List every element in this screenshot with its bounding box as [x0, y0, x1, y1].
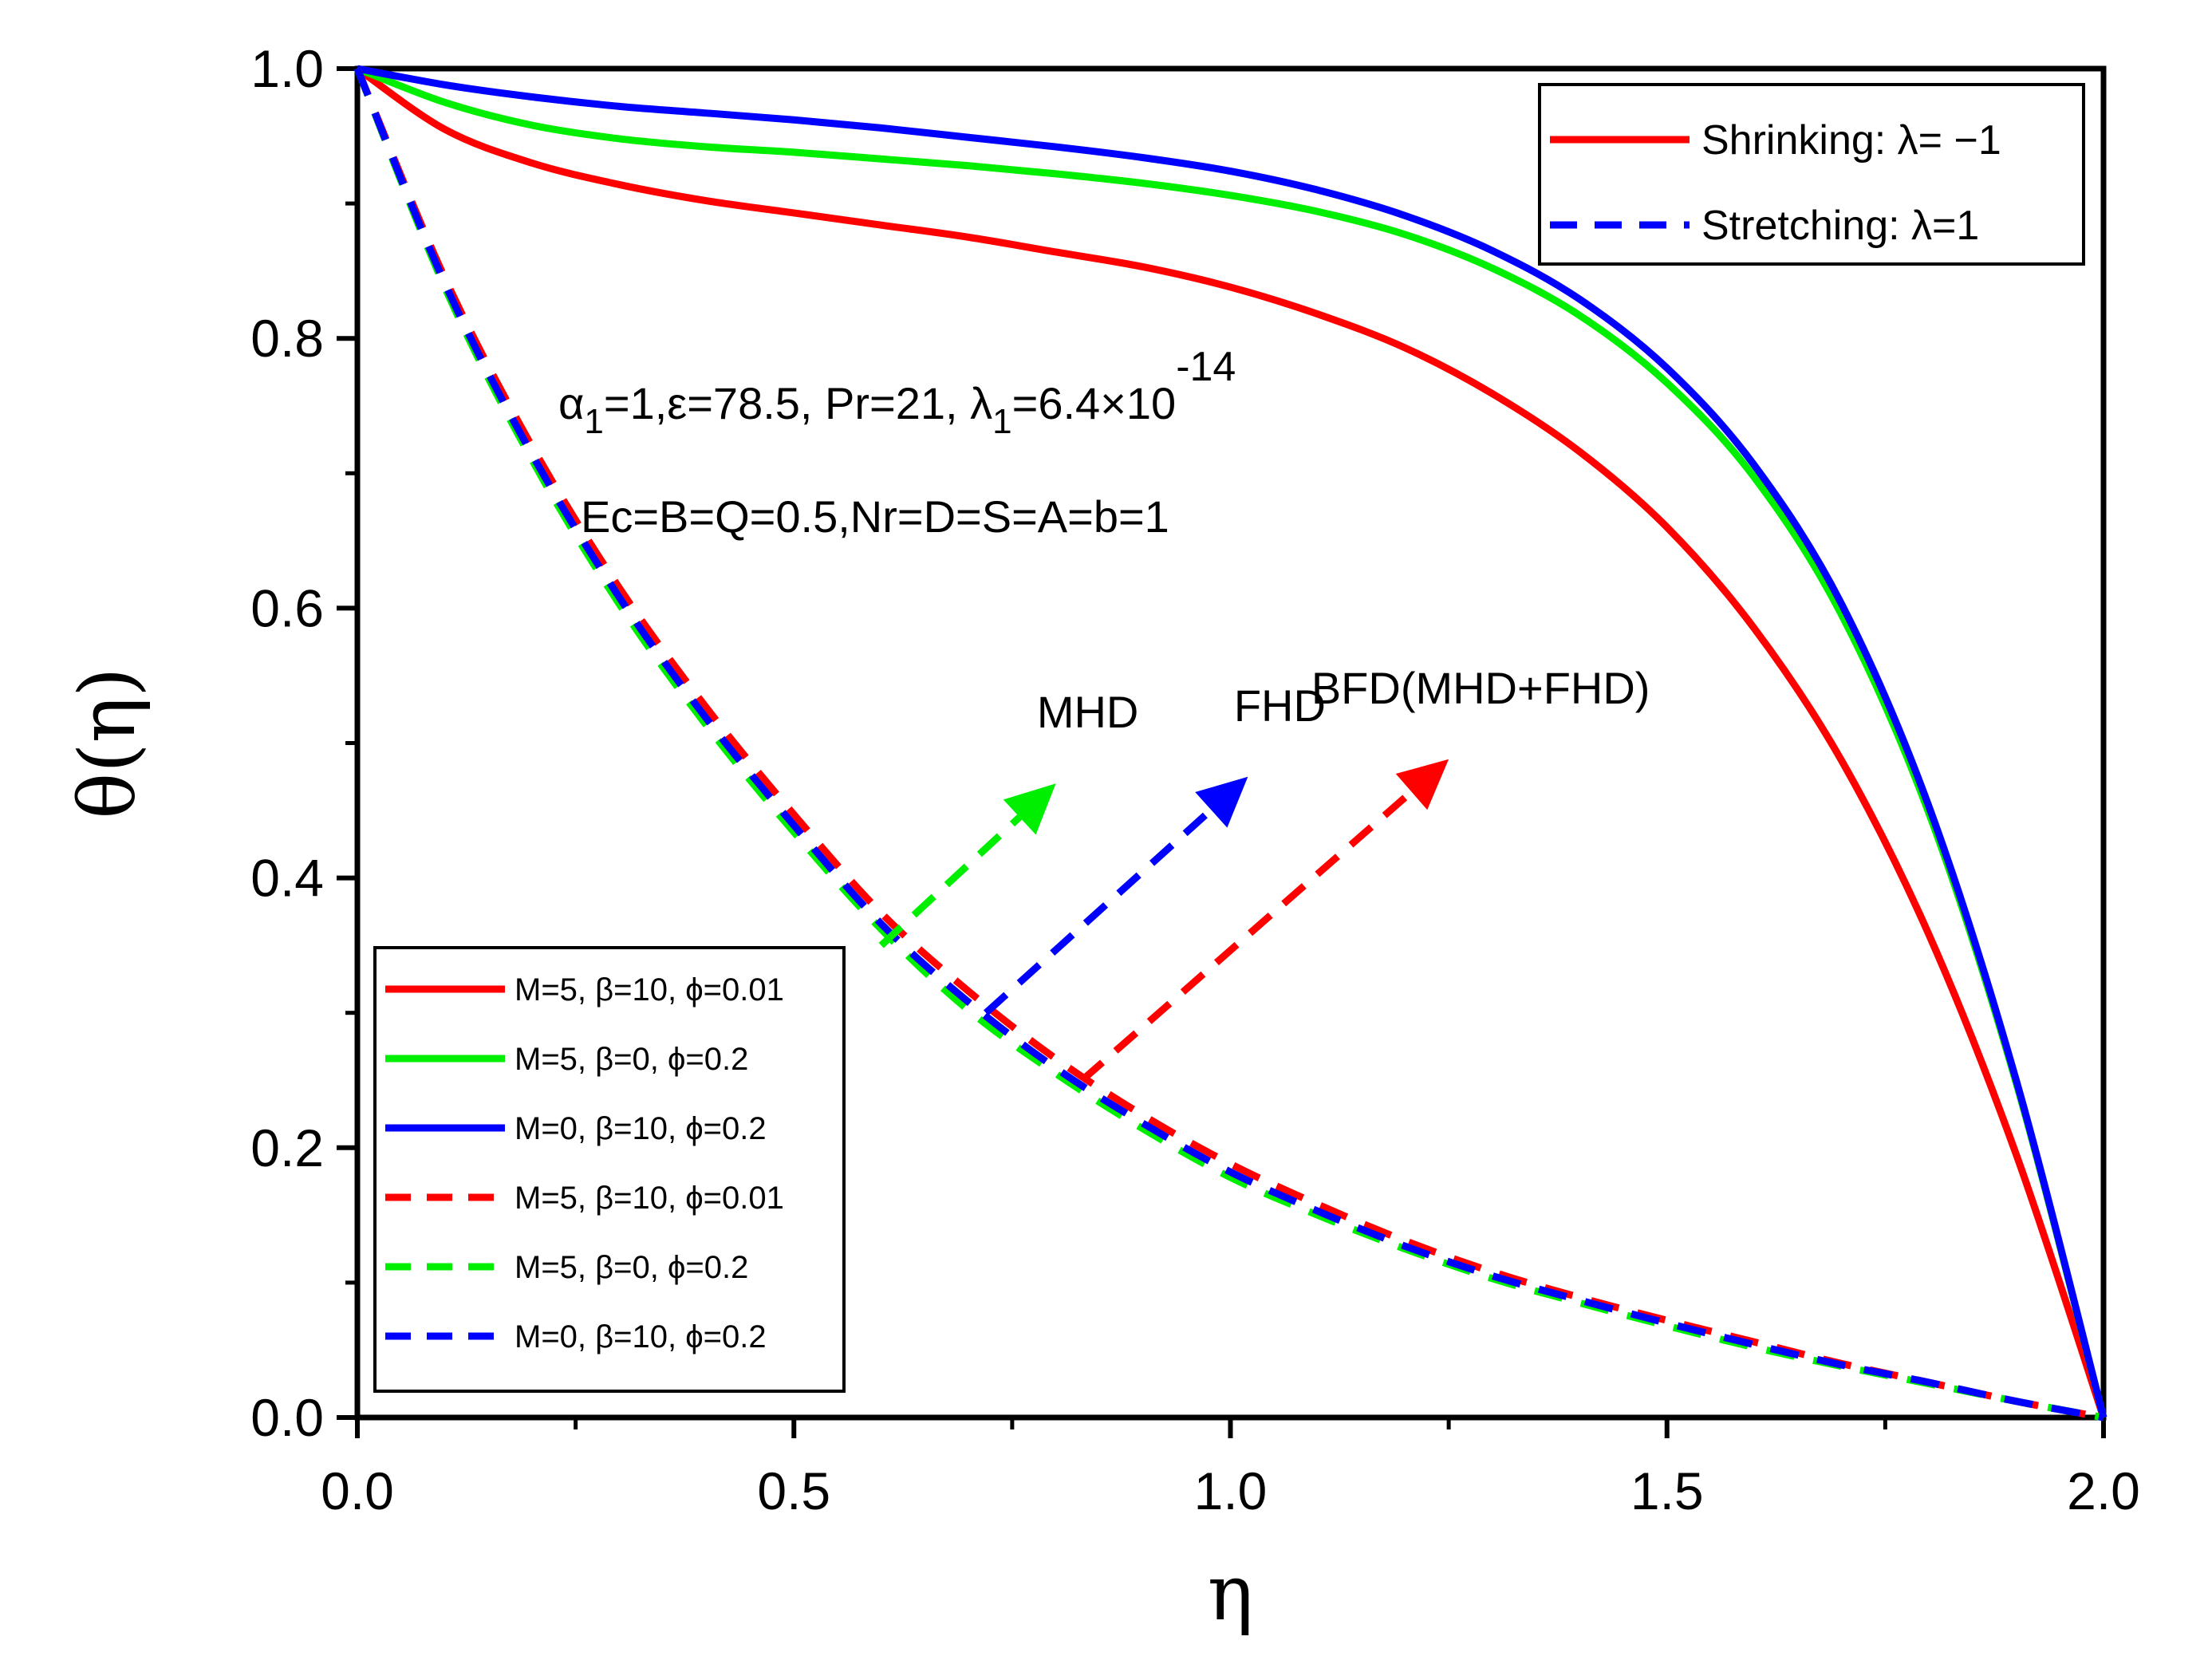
arrow-head-1 [1003, 783, 1056, 835]
series-line-stretching-6 [353, 67, 2104, 1421]
arrow-head-3 [1395, 759, 1449, 810]
series-line-shrinking-1 [355, 65, 2108, 1419]
legend-top-right: Shrinking: λ= −1 Stretching: λ=1 [1538, 83, 2085, 266]
legend-bottom-left-label-5: M=5, β=0, ϕ=0.2 [515, 1250, 748, 1285]
y-tick-label: 0.6 [250, 578, 324, 637]
alpha-subscript: 1 [584, 402, 603, 441]
arrow-shaft-2 [984, 806, 1214, 1016]
y-tick-label: 0.8 [250, 309, 324, 368]
legend-bottom-left-label-2: M=5, β=0, ϕ=0.2 [515, 1042, 748, 1077]
legend-bottom-left-label-4: M=5, β=10, ϕ=0.01 [515, 1181, 784, 1216]
legend-bottom-left-label-1: M=5, β=10, ϕ=0.01 [515, 972, 784, 1007]
params-line-1: α1=1,ε=78.5, Pr=21, λ1=6.4×10-14 [558, 344, 1236, 441]
legend-top-right-box [1538, 83, 2085, 266]
arrow-label-1: MHD [1037, 687, 1139, 737]
parameter-annotations: α1=1,ε=78.5, Pr=21, λ1=6.4×10-14 Ec=B=Q=… [558, 344, 1236, 542]
params-exponent: -14 [1176, 344, 1236, 390]
legend-bottom-left-box [373, 946, 846, 1393]
arrow-shaft-1 [878, 814, 1023, 948]
params-part-1: =1,ε=78.5, Pr=21, λ [604, 378, 992, 428]
x-axis-title: η [1208, 1548, 1254, 1638]
y-tick-label: 0.2 [250, 1118, 324, 1177]
legend-top-right-label-2: Stretching: λ=1 [1701, 203, 1979, 249]
params-part-2: =6.4×10 [1012, 378, 1177, 428]
series-line-shrinking-3 [357, 65, 2108, 1419]
x-tick-label: 0.0 [321, 1461, 394, 1520]
x-tick-label: 0.5 [757, 1461, 830, 1520]
y-axis-title: θ(η) [63, 667, 152, 818]
axes: 0.0 0.5 1.0 1.5 2.0 0.0 0.2 0.4 0.6 0.8 1.0 η θ(η) [63, 39, 2140, 1638]
arrow-shaft-3 [1079, 789, 1414, 1083]
legend-bottom-left: M=5, β=10, ϕ=0.01 M=5, β=0, ϕ=0.2 M=0, β=1… [373, 946, 846, 1393]
arrow-label-3: BFD(MHD+FHD) [1311, 663, 1650, 713]
arrow-head-2 [1195, 776, 1248, 828]
y-tick-label: 0.4 [250, 849, 324, 908]
series-lines [353, 65, 2108, 1421]
x-tick-label: 1.5 [1630, 1461, 1704, 1520]
lambda-subscript: 1 [992, 402, 1011, 441]
alpha-symbol: α [558, 378, 584, 428]
x-tick-label: 1.0 [1194, 1461, 1268, 1520]
y-tick-label: 1.0 [250, 39, 324, 98]
arrow-label-2: FHD [1234, 680, 1326, 731]
legend-bottom-left-label-6: M=0, β=10, ϕ=0.2 [515, 1319, 767, 1354]
params-line-2: Ec=B=Q=0.5,Nr=D=S=A=b=1 [581, 491, 1169, 542]
legend-bottom-left-label-3: M=0, β=10, ϕ=0.2 [515, 1111, 767, 1146]
legend-top-right-label-1: Shrinking: λ= −1 [1701, 117, 2001, 164]
x-tick-label: 2.0 [2067, 1461, 2140, 1520]
y-tick-label: 0.0 [250, 1388, 324, 1447]
